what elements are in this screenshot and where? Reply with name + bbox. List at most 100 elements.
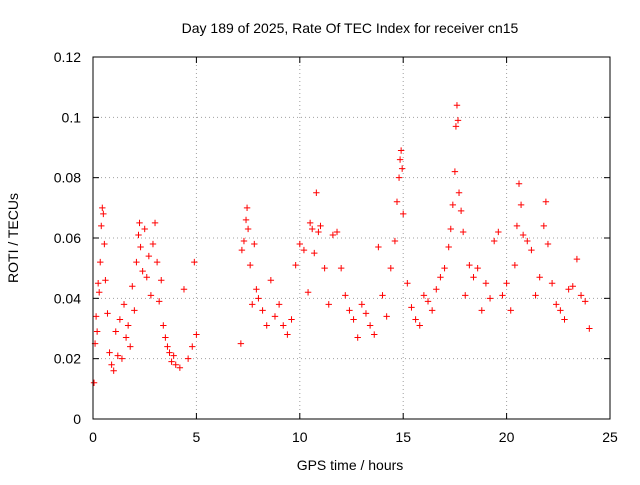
roti-point bbox=[398, 165, 406, 172]
roti-point bbox=[315, 228, 322, 236]
roti-point bbox=[519, 231, 527, 239]
grid-lines bbox=[93, 57, 610, 419]
x-tick-label: 0 bbox=[89, 429, 97, 445]
roti-point bbox=[263, 322, 270, 329]
roti-point bbox=[474, 264, 481, 272]
roti-point bbox=[311, 249, 318, 257]
roti-point bbox=[90, 379, 98, 386]
roti-point bbox=[544, 240, 552, 248]
roti-point bbox=[284, 331, 291, 338]
roti-point bbox=[565, 286, 572, 293]
roti-point bbox=[151, 219, 159, 227]
roti-point bbox=[155, 298, 163, 305]
roti-point bbox=[557, 307, 564, 314]
roti-point bbox=[162, 334, 169, 341]
roti-point bbox=[447, 225, 454, 233]
roti-point bbox=[280, 322, 287, 329]
roti-point bbox=[97, 258, 104, 266]
roti-point bbox=[391, 237, 399, 245]
roti-point bbox=[288, 316, 295, 323]
roti-point bbox=[490, 237, 498, 245]
roti-point bbox=[158, 277, 165, 284]
roti-point bbox=[375, 243, 382, 251]
roti-point bbox=[259, 307, 266, 314]
roti-point bbox=[166, 349, 173, 356]
roti-point bbox=[133, 258, 140, 266]
roti-point bbox=[313, 189, 320, 196]
roti-point bbox=[240, 237, 248, 245]
roti-point bbox=[267, 277, 275, 284]
roti-point bbox=[131, 307, 138, 314]
roti-point bbox=[400, 210, 407, 218]
roti-point bbox=[499, 292, 506, 299]
roti-point bbox=[453, 102, 461, 109]
roti-point bbox=[528, 246, 535, 254]
roti-point bbox=[317, 222, 324, 230]
roti-point bbox=[354, 334, 361, 341]
roti-point bbox=[513, 222, 521, 230]
roti-point bbox=[164, 343, 171, 350]
roti-point bbox=[191, 258, 198, 266]
roti-point bbox=[184, 355, 192, 362]
y-tick-label: 0.12 bbox=[54, 49, 81, 65]
roti-point bbox=[149, 240, 157, 248]
roti-point bbox=[304, 289, 312, 296]
roti-point bbox=[120, 301, 128, 308]
y-tick-label: 0.1 bbox=[62, 109, 82, 125]
roti-point bbox=[99, 204, 106, 212]
roti-point bbox=[93, 328, 101, 335]
roti-point bbox=[141, 225, 148, 233]
roti-point bbox=[412, 316, 419, 323]
roti-point bbox=[238, 246, 246, 254]
roti-point bbox=[466, 261, 473, 269]
roti-point bbox=[112, 328, 119, 335]
roti-point bbox=[92, 313, 100, 320]
roti-point bbox=[122, 334, 130, 341]
roti-point bbox=[333, 228, 341, 236]
roti-point bbox=[145, 252, 153, 260]
roti-point bbox=[586, 325, 593, 332]
roti-point bbox=[486, 295, 494, 302]
roti-point bbox=[325, 301, 332, 308]
x-tick-label: 15 bbox=[395, 429, 411, 445]
roti-point bbox=[147, 292, 155, 299]
roti-point bbox=[459, 228, 467, 236]
roti-point bbox=[129, 283, 136, 290]
x-tick-label: 10 bbox=[292, 429, 308, 445]
roti-point bbox=[309, 225, 316, 233]
roti-point bbox=[569, 283, 576, 290]
roti-point bbox=[561, 316, 568, 323]
roti-point bbox=[136, 219, 143, 227]
x-tick-label: 25 bbox=[602, 429, 618, 445]
roti-point bbox=[96, 289, 103, 296]
roti-point bbox=[515, 180, 523, 187]
roti-point bbox=[424, 298, 432, 305]
roti-point bbox=[524, 237, 531, 245]
roti-point bbox=[118, 355, 126, 362]
x-tick-label: 5 bbox=[193, 429, 201, 445]
roti-point bbox=[573, 255, 581, 263]
roti-point bbox=[482, 280, 490, 287]
roti-point bbox=[108, 361, 115, 368]
roti-point bbox=[244, 225, 252, 233]
roti-point bbox=[102, 277, 109, 284]
roti-point bbox=[517, 201, 525, 209]
roti-point bbox=[296, 240, 303, 248]
roti-point bbox=[441, 264, 448, 272]
roti-point bbox=[428, 307, 436, 314]
roti-point bbox=[416, 322, 423, 329]
roti-point bbox=[337, 264, 345, 272]
roti-point bbox=[110, 367, 117, 374]
roti-point bbox=[271, 313, 279, 320]
roti-point bbox=[540, 222, 548, 230]
y-tick-label: 0.02 bbox=[54, 351, 81, 367]
roti-point bbox=[470, 274, 477, 281]
roti-point bbox=[249, 301, 256, 308]
roti-point bbox=[342, 292, 349, 299]
roti-point bbox=[397, 147, 405, 154]
roti-point bbox=[275, 301, 283, 308]
roti-point bbox=[329, 231, 337, 239]
